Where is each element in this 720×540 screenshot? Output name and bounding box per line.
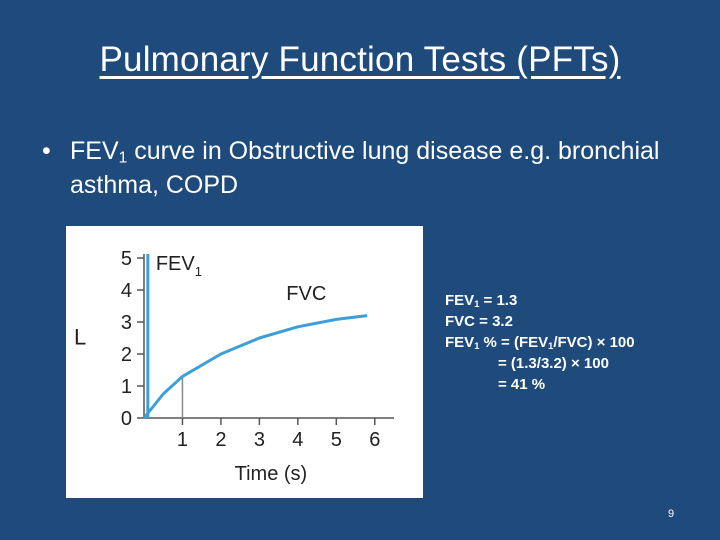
calc-result-line: = 41 % <box>498 376 546 393</box>
slide-title: Pulmonary Function Tests (PFTs) <box>99 40 621 79</box>
volume-time-curve <box>142 314 368 419</box>
y-tick-label: 0 <box>121 408 132 430</box>
calc-pct-c: /FVC) × 100 <box>553 334 635 351</box>
calc-substitution-line: = (1.3/3.2) × 100 <box>498 355 609 372</box>
y-tick-label: 5 <box>121 248 132 270</box>
x-tick-label: 1 <box>177 429 188 451</box>
spirometry-chart: 0 1 2 3 4 5 1 2 3 4 5 6 Time (s) L FEV1 FVC <box>74 248 394 485</box>
calc-fev1-line: FEV1 = 1.3 <box>445 290 635 311</box>
page-number: 9 <box>668 508 675 520</box>
fvc-label: FVC <box>286 283 326 305</box>
calc-pct-sub1: 1 <box>474 341 480 352</box>
fev1-label: FEV1 <box>156 253 202 279</box>
calculation-block: FEV1 = 1.3 FVC = 3.2 FEV1 % = (FEV1/FVC)… <box>445 290 635 395</box>
bullet-text-fev: FEV <box>70 137 119 165</box>
x-axis-title: Time (s) <box>235 463 308 485</box>
y-tick-label: 2 <box>121 344 132 366</box>
bullet-text-sub: 1 <box>118 149 128 167</box>
spirometry-figure: 0 1 2 3 4 5 1 2 3 4 5 6 Time (s) L FEV1 FVC <box>66 226 423 498</box>
y-tick-label: 4 <box>121 280 132 302</box>
x-tick-label: 3 <box>254 429 265 451</box>
calc-percent-line: FEV1 % = (FEV1/FVC) × 100 <box>445 332 635 353</box>
x-tick-label: 4 <box>292 429 303 451</box>
bullet-text-rest: curve in Obstructive lung disease e.g. b… <box>70 137 660 199</box>
calc-pct-b: % = (FEV <box>479 334 549 351</box>
calc-pct-sub2: 1 <box>548 341 554 352</box>
bullet-marker: • <box>42 137 51 165</box>
x-tick-label: 6 <box>369 429 380 451</box>
calc-fev1-sub: 1 <box>474 299 480 310</box>
y-axis-title: L <box>74 324 86 349</box>
calc-fev1-a: FEV <box>445 292 475 309</box>
bullet-text: FEV1 curve in Obstructive lung disease e… <box>70 134 670 202</box>
calc-fvc-line: FVC = 3.2 <box>445 313 513 330</box>
x-tick-label: 5 <box>331 429 342 451</box>
y-tick-label: 1 <box>121 376 132 398</box>
x-tick-label: 2 <box>215 429 226 451</box>
y-tick-label: 3 <box>121 312 132 334</box>
calc-fev1-b: = 1.3 <box>479 292 518 309</box>
calc-pct-a: FEV <box>445 334 475 351</box>
